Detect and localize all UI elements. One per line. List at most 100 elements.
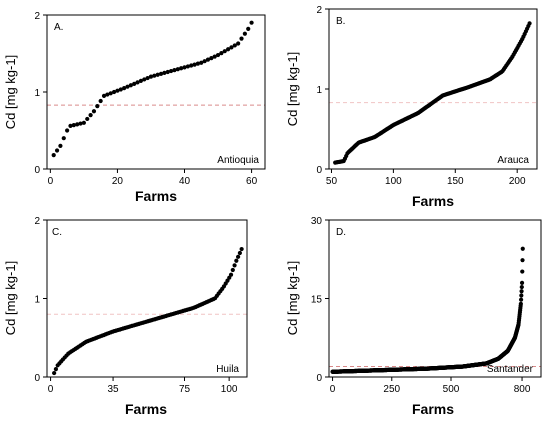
panel-a-y-tick-label: 0 <box>34 165 40 176</box>
panel-c: C. Huila Cd [mg kg-1] Farms 0 35 75 100 0 1 2 <box>3 216 248 417</box>
panel-a-data-point <box>236 41 241 46</box>
panel-a-data-point <box>138 78 144 84</box>
panel-c-data-point <box>232 263 237 268</box>
panel-d-data-point <box>518 301 523 306</box>
panel-d-data-point <box>520 269 525 274</box>
panel-a-data-point <box>68 123 73 128</box>
panel-c-data-point <box>234 258 239 263</box>
panel-a-data-point <box>172 68 177 73</box>
panel-a-x-tick-label: 40 <box>179 176 191 187</box>
panel-b-x-tick-label: 50 <box>326 176 338 187</box>
panel-a-data-point <box>179 66 184 71</box>
panel-d-ylabel: Cd [mg kg-1] <box>285 261 300 335</box>
panel-c-label: C. <box>52 227 62 238</box>
panel-d-x-tick-label: 0 <box>330 384 336 395</box>
panel-a-data-point <box>152 73 157 78</box>
panel-a-data-point <box>229 45 234 50</box>
panel-a-data-point <box>215 52 221 58</box>
panel-a-data-point <box>195 61 201 66</box>
panel-a-x-tick-label: 0 <box>48 176 54 187</box>
panel-b: B. Arauca Cd [mg kg-1] Farms 50 100 150 200… <box>285 5 538 209</box>
panel-a-data-point <box>246 26 251 31</box>
panel-c-ylabel: Cd [mg kg-1] <box>3 261 18 335</box>
panel-c-data-point <box>53 367 59 372</box>
panel-a-data-point <box>222 49 227 54</box>
panel-a-data-point <box>232 43 237 48</box>
panel-d-data-point <box>519 293 524 298</box>
panel-d-data-point <box>518 297 524 302</box>
panel-a-data-point <box>58 143 63 148</box>
panel-c-data-point <box>228 272 234 277</box>
panel-a-data-point <box>148 74 154 79</box>
panel-c-x-tick-label: 0 <box>48 384 54 395</box>
panel-a-xlabel: Farms <box>135 188 177 204</box>
panel-a-y-tick-label: 1 <box>34 88 40 99</box>
panel-a-data-point <box>132 81 137 86</box>
panel-a-data-point <box>75 122 80 127</box>
panel-a-data-point <box>199 60 204 65</box>
panel-c-x-tick-label: 35 <box>108 384 120 395</box>
panel-b-x-tick-label: 150 <box>447 176 464 187</box>
panel-a-data-point <box>128 83 133 88</box>
panel-a-data-point <box>145 75 150 81</box>
panel-a-data-point <box>162 70 167 75</box>
panel-c-data-point <box>239 246 244 252</box>
panel-a-data-point <box>185 64 190 69</box>
panel-a-region: Antioquia <box>217 155 259 166</box>
panel-a-data-point <box>88 113 93 118</box>
panel-a-data-point <box>242 31 247 36</box>
panel-b-label: B. <box>336 16 345 27</box>
panel-a-data-point <box>85 116 90 122</box>
panel-a-ylabel: Cd [mg kg-1] <box>3 55 18 129</box>
panel-a-data-point <box>158 71 164 76</box>
panel-a-label: A. <box>54 22 63 33</box>
panel-d-data-point <box>519 280 525 285</box>
panel-d-region: Santander <box>487 364 534 375</box>
panel-d-data-point <box>519 289 524 294</box>
panel-a-data-point <box>115 88 120 93</box>
panel-c-data-point <box>52 370 57 376</box>
panel-c-xlabel: Farms <box>125 401 167 417</box>
panel-d-label: D. <box>336 227 346 238</box>
panel-a-data-point <box>54 148 60 153</box>
panel-b-y-tick-label: 2 <box>316 5 322 16</box>
panel-a-data-point <box>209 56 214 61</box>
panel-c-region: Huila <box>216 364 239 375</box>
panel-b-xlabel: Farms <box>412 193 454 209</box>
panel-a-data-point <box>226 47 231 52</box>
panel-c-x-tick-label: 75 <box>179 384 191 395</box>
panel-a-data-point <box>65 128 70 133</box>
panel-c-y-tick-label: 0 <box>34 373 40 384</box>
panel-a-data-point <box>98 98 103 104</box>
panel-a-data-point <box>168 68 174 74</box>
panel-a-data-point <box>81 120 86 125</box>
panel-b-x-tick-label: 100 <box>385 176 402 187</box>
panel-a-data-point <box>205 57 211 62</box>
panel-c-y-tick-label: 2 <box>34 216 40 227</box>
panel-a-data-point <box>111 89 117 95</box>
panel-d-xlabel: Farms <box>412 401 454 417</box>
panel-d-y-tick-label: 15 <box>311 295 323 306</box>
panel-b-ylabel: Cd [mg kg-1] <box>285 52 300 126</box>
panel-a-data-point <box>125 84 130 89</box>
panel-a-data-point <box>165 69 170 75</box>
panel-a-data-point <box>91 109 97 114</box>
panel-b-x-tick-label: 200 <box>509 176 526 187</box>
panel-a-x-tick-label: 20 <box>112 176 124 187</box>
panel-a-data-point <box>51 153 56 158</box>
panel-a-data-point <box>61 136 66 141</box>
panel-a-data-point <box>182 65 187 70</box>
panel-a-data-point <box>175 67 180 72</box>
panel-c-y-tick-label: 1 <box>34 295 40 306</box>
panel-d-x-tick-label: 250 <box>383 384 400 395</box>
panel-a-data-point <box>155 72 160 77</box>
panel-d-data-point <box>520 258 525 263</box>
panel-d-x-tick-label: 800 <box>514 384 531 395</box>
panel-c-data-point <box>236 254 241 259</box>
panel-b-region: Arauca <box>497 155 529 166</box>
panel-a-data-point <box>142 77 147 82</box>
panel-a: A. Antioquia Cd [mg kg-1] Farms 0 20 40 60 0… <box>3 11 266 204</box>
panel-d-data-point <box>520 246 525 251</box>
panel-b-y-tick-label: 0 <box>316 165 322 176</box>
